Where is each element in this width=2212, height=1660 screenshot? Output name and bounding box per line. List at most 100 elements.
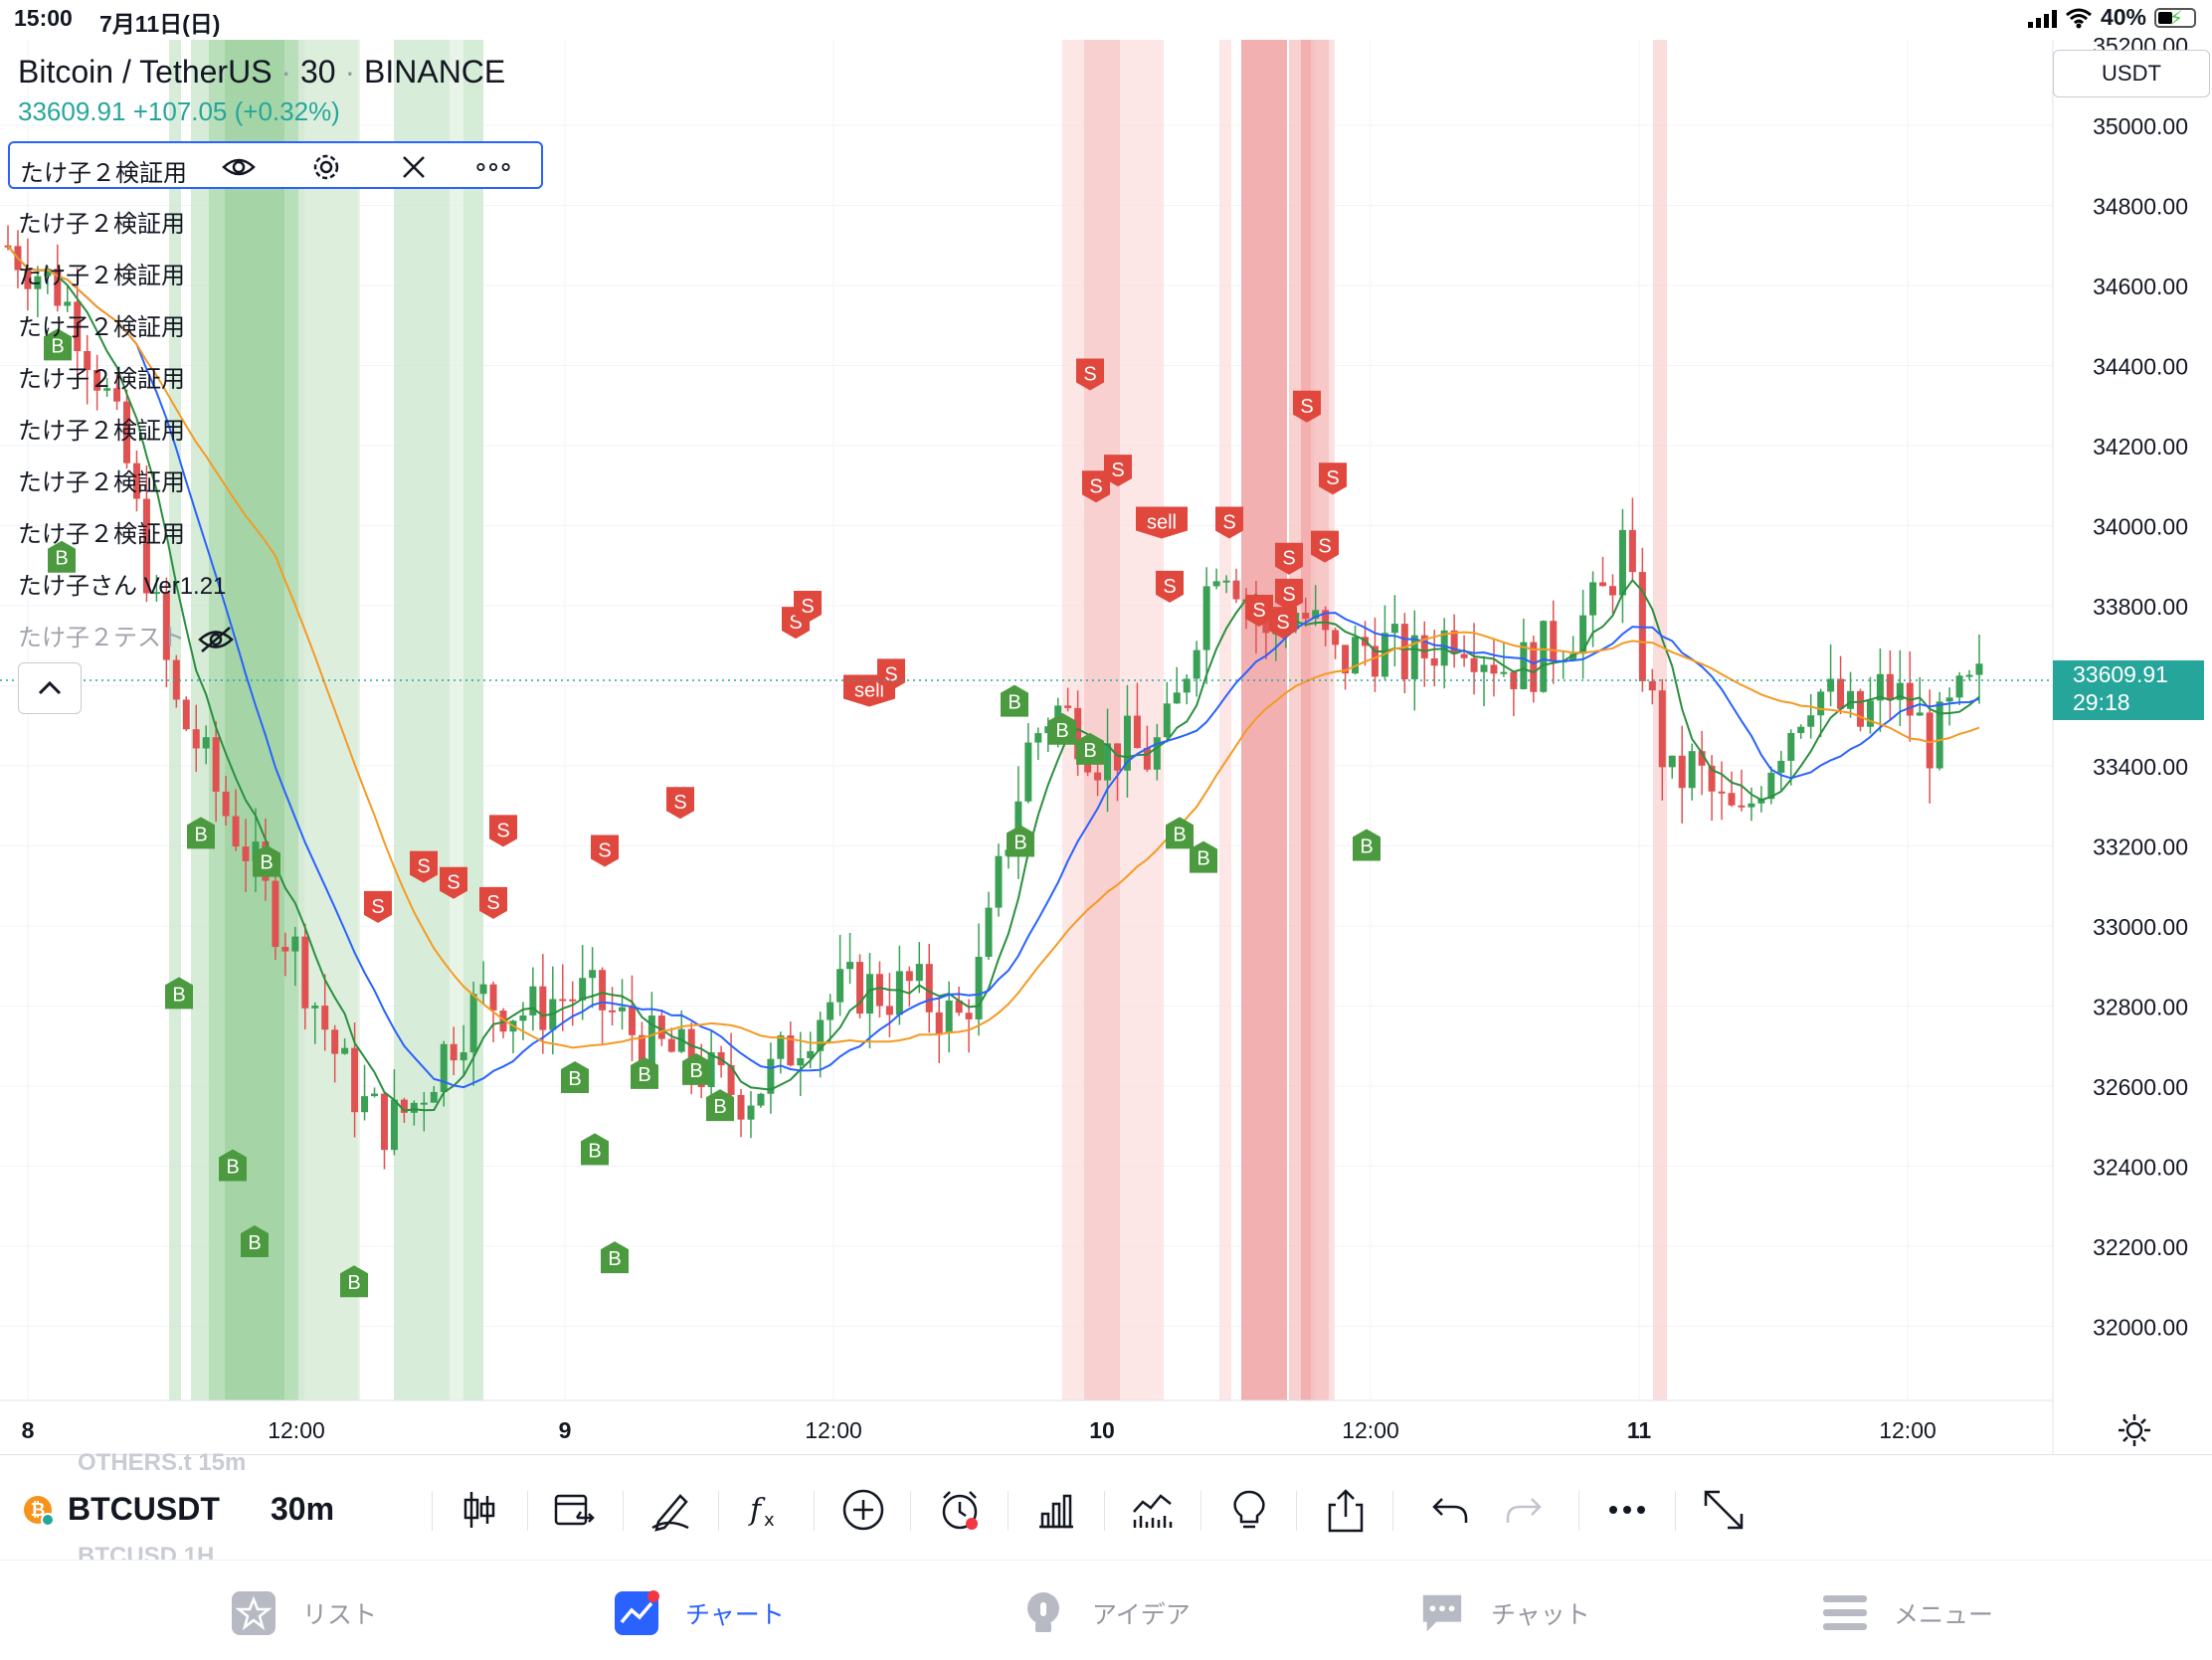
indicator-row[interactable]: たけ子さん Ver1.21 [18, 573, 227, 600]
candle-body [74, 301, 82, 351]
highlight-band [1084, 40, 1120, 1400]
sell-signal: S [1293, 390, 1321, 423]
indicator-row[interactable]: たけ子２検証用 [18, 263, 185, 289]
sell-signal: S [1076, 358, 1104, 391]
tab-chart[interactable]: チャート [614, 1590, 785, 1636]
indicator-row[interactable]: たけ子２検証用 [18, 469, 185, 496]
sell-signal: S [1275, 578, 1303, 611]
sell-signal-badge [410, 850, 438, 883]
chart-settings-icon[interactable] [2115, 1410, 2154, 1450]
candle-body [1352, 637, 1360, 674]
tab-ideas[interactable]: アイデア [1020, 1590, 1191, 1636]
candle-body [1302, 612, 1310, 620]
currency-button[interactable]: USDT [2053, 50, 2210, 97]
candle-body [529, 986, 537, 1015]
candle-body [1312, 610, 1320, 620]
price-tick-label: 32800.00 [2093, 995, 2188, 1020]
candle-body [1797, 726, 1805, 734]
sell-signal: S [440, 866, 467, 899]
sell-signal-badge [1076, 358, 1104, 391]
candle-body [93, 370, 101, 391]
tab-chat[interactable]: チャット [1419, 1590, 1590, 1636]
candle-type-icon[interactable] [455, 1485, 504, 1535]
indicator-row[interactable]: たけ子２検証用 [18, 418, 185, 445]
candle-body [1064, 705, 1072, 708]
signal-label: S [486, 892, 499, 914]
more-options-icon[interactable] [1602, 1485, 1652, 1535]
alarm-clock-icon[interactable] [935, 1485, 985, 1535]
wifi-icon [2065, 8, 2092, 28]
candle-body [1123, 715, 1131, 771]
signal-label: S [496, 820, 509, 841]
candle-body [54, 269, 62, 306]
indicator-row[interactable]: たけ子２検証用 [18, 521, 185, 548]
candle-body [460, 1052, 467, 1061]
gear-icon[interactable] [308, 149, 344, 185]
candle-body [1084, 759, 1092, 773]
redo-icon[interactable] [1499, 1485, 1549, 1535]
ma-fast-line [7, 245, 1980, 1112]
buy-signal: B [601, 1241, 629, 1274]
buy-signal: B [48, 540, 76, 573]
indicator-row[interactable]: たけ子２検証用 [18, 211, 185, 238]
battery-percent: 40% [2100, 4, 2146, 30]
ma-slow-line [7, 245, 1980, 1049]
candle-body [1222, 580, 1230, 583]
symbol-selector[interactable]: ₿ BTCUSDT [22, 1491, 220, 1528]
tab-menu[interactable]: メニュー [1822, 1590, 1993, 1636]
candle-body [212, 737, 220, 792]
candle-body [619, 1007, 627, 1012]
sell-signal-badge [794, 591, 822, 623]
financials-bar-icon[interactable] [1031, 1485, 1081, 1535]
candle-body [1698, 751, 1706, 766]
undo-icon[interactable] [1425, 1485, 1475, 1535]
candle-body [856, 962, 864, 1014]
indicator-row[interactable]: たけ子２検証用 [18, 366, 185, 393]
buy-signal: B [219, 1149, 247, 1182]
compare-date-icon[interactable] [550, 1485, 600, 1535]
signal-label: S [1252, 600, 1265, 622]
fullscreen-icon[interactable] [1699, 1485, 1749, 1535]
drawing-pen-icon[interactable] [645, 1485, 695, 1535]
highlight-band [298, 40, 360, 1400]
candle-body [1173, 692, 1181, 704]
signal-label: B [172, 984, 185, 1006]
price-tick-label: 34200.00 [2093, 434, 2188, 460]
collapse-legend-button[interactable] [18, 662, 82, 714]
sell-signal-badge [1245, 595, 1273, 628]
buy-signal: B [561, 1060, 589, 1093]
indicator-row[interactable]: たけ子２検証用 [18, 314, 185, 341]
chat-icon [1419, 1590, 1465, 1636]
sell-signal: S [1275, 542, 1303, 575]
idea-bulb-icon[interactable] [1224, 1485, 1274, 1535]
candle-body [519, 1014, 527, 1021]
timeframe-selector[interactable]: 30m [271, 1491, 335, 1527]
add-circle-icon[interactable] [838, 1485, 888, 1535]
signal-label: sell [854, 680, 884, 702]
current-price-label: 33609.91 29:18 [2053, 660, 2204, 720]
buy-signal: B [1353, 829, 1381, 861]
signal-label: B [226, 1157, 239, 1179]
candle-body [559, 999, 567, 1002]
time-tick-label: 10 [1089, 1417, 1115, 1443]
eye-icon[interactable] [221, 149, 257, 185]
indicator-selected[interactable]: たけ子２検証用 [8, 141, 543, 189]
more-icon[interactable] [475, 149, 511, 185]
eye-off-icon[interactable] [196, 625, 236, 654]
data-window-icon[interactable] [1128, 1485, 1178, 1535]
share-icon[interactable] [1321, 1485, 1371, 1535]
indicator-row-hidden[interactable]: たけ子２テスト [18, 618, 236, 654]
buy-signal-badge [241, 1224, 269, 1257]
candle-body [599, 970, 607, 1011]
candle-body [1420, 635, 1428, 658]
bitcoin-icon: ₿ [24, 1495, 54, 1526]
tab-list[interactable]: リスト [231, 1590, 377, 1636]
sell-signal-badge [1311, 530, 1339, 563]
signal-label: S [598, 840, 611, 862]
time-tick-label: 11 [1627, 1417, 1652, 1443]
candle-body [1599, 582, 1607, 587]
close-icon[interactable] [396, 149, 432, 185]
